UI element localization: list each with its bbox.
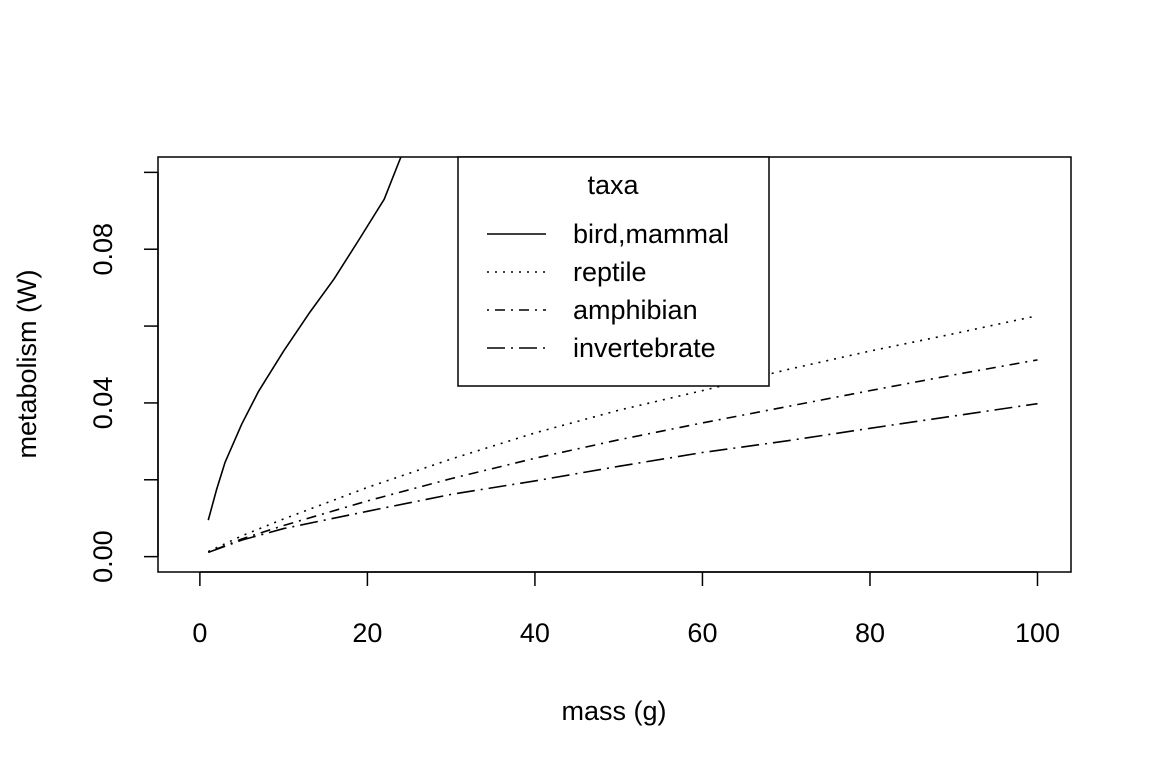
series-line-bird-mammal: [207, 157, 402, 521]
series-line-invertebrate: [207, 402, 1038, 554]
y-tick-label: 0.08: [88, 223, 118, 276]
legend-entries: bird,mammal reptile amphibian invertebrate: [487, 219, 729, 363]
x-axis: 0 20 40 60 80 100: [192, 571, 1060, 648]
legend-box: [457, 156, 770, 387]
series-line-amphibian: [207, 359, 1038, 554]
x-tick-label: 20: [352, 618, 382, 648]
x-tick-label: 80: [855, 618, 885, 648]
y-tick-label: 0.00: [88, 530, 118, 583]
x-tick-label: 40: [520, 618, 550, 648]
y-axis-title: metabolism (W): [12, 269, 42, 458]
legend-title: taxa: [587, 170, 639, 200]
y-tick-label: 0.04: [88, 377, 118, 430]
x-tick-label: 0: [192, 618, 207, 648]
x-tick-label: 60: [687, 618, 717, 648]
legend-label: invertebrate: [573, 333, 716, 363]
legend-label: reptile: [573, 257, 647, 287]
x-axis-title: mass (g): [561, 696, 666, 726]
x-tick-label: 100: [1015, 618, 1060, 648]
legend: taxa bird,mammal reptile amphibian inverteb…: [457, 156, 770, 387]
series-layer: [207, 157, 1038, 554]
legend-label: amphibian: [573, 295, 698, 325]
y-axis: 0.00 0.04 0.08: [88, 171, 159, 583]
legend-label: bird,mammal: [573, 219, 729, 249]
